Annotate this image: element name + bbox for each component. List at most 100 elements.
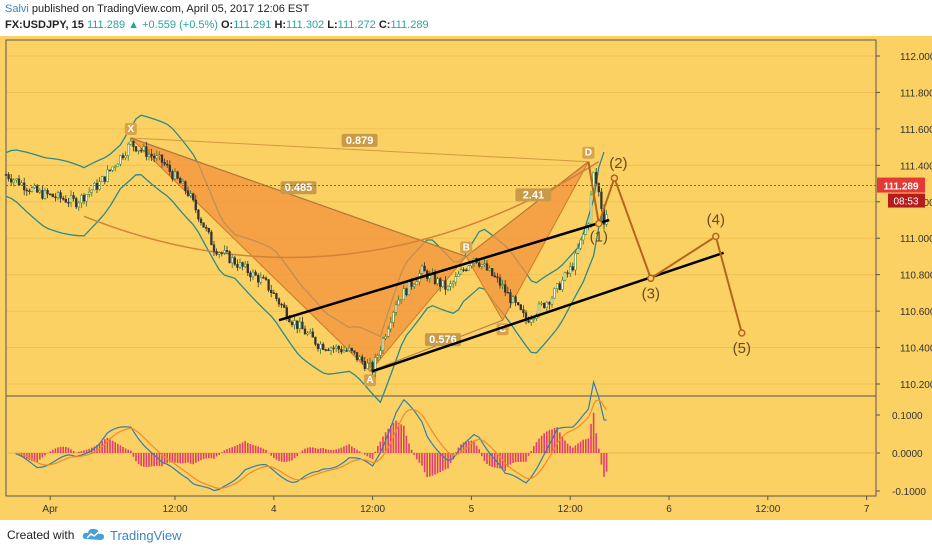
macd-hist-bar bbox=[182, 453, 184, 464]
macd-hist-bar bbox=[426, 453, 428, 478]
candle-body bbox=[142, 146, 145, 151]
macd-hist-bar bbox=[410, 449, 413, 453]
candle-body bbox=[114, 166, 117, 168]
candle-body bbox=[550, 297, 554, 305]
candle-body bbox=[257, 275, 260, 283]
macd-hist-bar bbox=[527, 453, 530, 456]
macd-hist-bar bbox=[169, 453, 171, 463]
candle-body bbox=[49, 193, 52, 196]
candle-body bbox=[457, 273, 460, 277]
macd-hist-bar bbox=[33, 453, 36, 462]
candle-body bbox=[413, 284, 416, 287]
candle-body bbox=[348, 347, 351, 351]
candle-body bbox=[306, 332, 309, 335]
candle-body bbox=[259, 277, 262, 283]
macd-hist-bar bbox=[70, 449, 72, 453]
macd-hist-bar bbox=[600, 453, 603, 465]
price-chart[interactable]: X A B C D 0.879 0.485 2.41 0.576 (1) (2) (3) (4) (5)… bbox=[0, 36, 932, 520]
candle-body bbox=[147, 153, 151, 157]
candle-body bbox=[140, 149, 143, 152]
macd-hist-bar bbox=[236, 445, 239, 453]
candle-body bbox=[64, 199, 67, 203]
macd-hist-bar bbox=[283, 453, 285, 462]
macd-hist-bar bbox=[491, 453, 493, 468]
macd-hist-bar bbox=[395, 420, 397, 453]
candle-body bbox=[449, 283, 452, 287]
created-with-text: Created with bbox=[7, 528, 75, 542]
macd-hist-bar bbox=[39, 453, 41, 460]
macd-indicator bbox=[6, 379, 876, 492]
candle-body bbox=[264, 277, 268, 280]
candle-body bbox=[290, 321, 294, 325]
candle-body bbox=[319, 343, 322, 350]
macd-hist-bar bbox=[244, 440, 246, 453]
author-link[interactable]: Salvi bbox=[5, 3, 29, 15]
macd-hist-bar bbox=[260, 447, 262, 453]
macd-hist-bar bbox=[176, 453, 179, 464]
indicator-tick-label: -0.1000 bbox=[892, 487, 926, 498]
tradingview-cloud-icon[interactable] bbox=[82, 526, 106, 542]
macd-hist-bar bbox=[598, 448, 600, 453]
candle-body bbox=[173, 171, 177, 180]
price-axis[interactable]: 112.000111.800111.600111.400111.200111.0… bbox=[6, 52, 932, 498]
candle-body bbox=[179, 178, 182, 184]
trend-channel bbox=[278, 218, 724, 373]
candle-body bbox=[532, 318, 535, 320]
macd-hist-bar bbox=[382, 436, 384, 453]
macd-hist-bar bbox=[566, 443, 569, 453]
macd-hist-bar bbox=[358, 451, 361, 453]
macd-hist-bar bbox=[478, 449, 480, 453]
time-axis[interactable]: Apr 12:00 4 12:00 5 12:00 6 12:00 7 bbox=[42, 496, 870, 515]
candle-body bbox=[384, 336, 387, 339]
macd-hist-bar bbox=[304, 448, 306, 453]
macd-hist-bar bbox=[473, 440, 475, 453]
macd-hist-bar bbox=[499, 453, 501, 469]
elliott-waves: (1) (2) (3) (4) (5) bbox=[587, 155, 751, 357]
wave-label: (3) bbox=[642, 285, 660, 302]
macd-hist-bar bbox=[538, 438, 540, 453]
macd-hist-bar bbox=[28, 453, 31, 461]
candle-body bbox=[496, 276, 499, 279]
macd-hist-bar bbox=[109, 439, 111, 453]
candle-body bbox=[215, 251, 218, 255]
macd-hist-bar bbox=[377, 446, 379, 453]
macd-hist-bar bbox=[449, 453, 452, 464]
candle-body bbox=[210, 231, 213, 246]
macd-hist-bar bbox=[275, 453, 278, 460]
candle-body bbox=[519, 304, 522, 310]
macd-hist-bar bbox=[374, 451, 376, 453]
time-tick-label: 6 bbox=[666, 504, 672, 515]
candle-body bbox=[311, 331, 314, 338]
macd-hist-bar bbox=[543, 433, 545, 453]
candle-body bbox=[379, 350, 382, 356]
macd-hist-bar bbox=[605, 453, 608, 472]
price-tick-label: 112.000 bbox=[900, 52, 932, 63]
price-tick-label: 110.200 bbox=[900, 380, 932, 391]
macd-hist-bar bbox=[192, 453, 194, 465]
tradingview-brand[interactable]: TradingView bbox=[110, 528, 182, 543]
candle-body bbox=[194, 199, 197, 211]
candle-body bbox=[103, 176, 106, 182]
macd-hist-bar bbox=[577, 443, 579, 453]
chart-area[interactable]: X A B C D 0.879 0.485 2.41 0.576 (1) (2) (3) (4) (5)… bbox=[0, 36, 932, 520]
close-label: C: bbox=[378, 19, 391, 31]
macd-hist-bar bbox=[452, 453, 454, 460]
macd-hist-bar bbox=[582, 439, 584, 453]
macd-hist-bar bbox=[153, 453, 155, 467]
macd-line bbox=[16, 379, 607, 492]
ratio-label-bg bbox=[515, 188, 552, 202]
candle-body bbox=[527, 320, 530, 323]
candle-body bbox=[275, 293, 278, 300]
candle-body bbox=[51, 193, 54, 198]
macd-hist-bar bbox=[31, 453, 33, 462]
wave-label: (5) bbox=[733, 340, 751, 357]
macd-hist-bar bbox=[119, 445, 122, 453]
candle-body bbox=[394, 304, 398, 313]
signal-line bbox=[16, 399, 608, 489]
macd-hist-bar bbox=[62, 446, 64, 453]
candle-body bbox=[101, 176, 104, 183]
macd-hist-bar bbox=[353, 448, 356, 453]
candle-body bbox=[392, 311, 395, 323]
macd-hist-bar bbox=[215, 453, 218, 457]
macd-hist-bar bbox=[262, 448, 265, 453]
